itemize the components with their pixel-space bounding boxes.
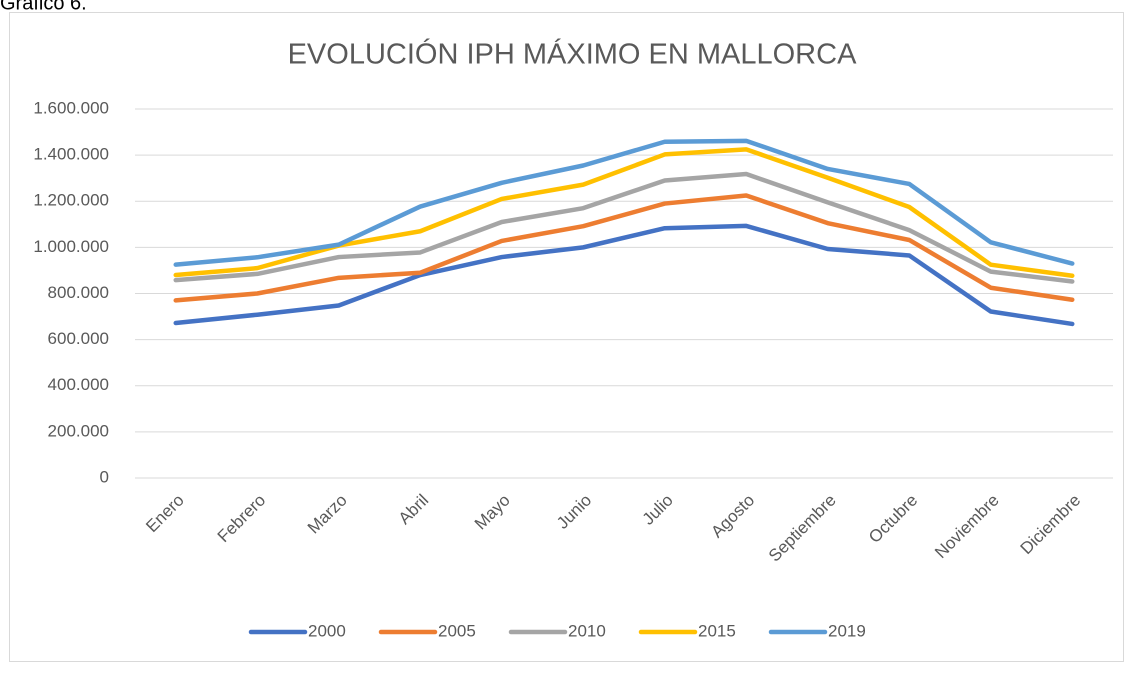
y-tick-label: 800.000 <box>48 283 109 302</box>
chart-frame <box>9 12 1124 662</box>
y-tick-label: 1.000.000 <box>33 237 109 256</box>
series-line <box>173 223 1075 327</box>
y-tick-label: 0 <box>100 467 109 486</box>
chart-title: EVOLUCIÓN IPH MÁXIMO EN MALLORCA <box>288 38 857 71</box>
series-line <box>173 171 1075 284</box>
legend-label: 2015 <box>698 621 736 640</box>
y-tick-label: 200.000 <box>48 421 109 440</box>
series-line <box>173 138 1075 267</box>
y-tick-label: 1.400.000 <box>33 145 109 164</box>
y-tick-label: 600.000 <box>48 329 109 348</box>
legend-label: 2005 <box>438 621 476 640</box>
series-line <box>173 147 1075 278</box>
legend-label: 2019 <box>828 621 866 640</box>
y-tick-label: 1.600.000 <box>33 98 109 117</box>
y-tick-label: 400.000 <box>48 375 109 394</box>
legend-label: 2010 <box>568 621 606 640</box>
y-tick-label: 1.200.000 <box>33 191 109 210</box>
caption: Gráfico 6. <box>0 0 87 14</box>
legend-label: 2000 <box>308 621 346 640</box>
series-line <box>173 193 1075 303</box>
